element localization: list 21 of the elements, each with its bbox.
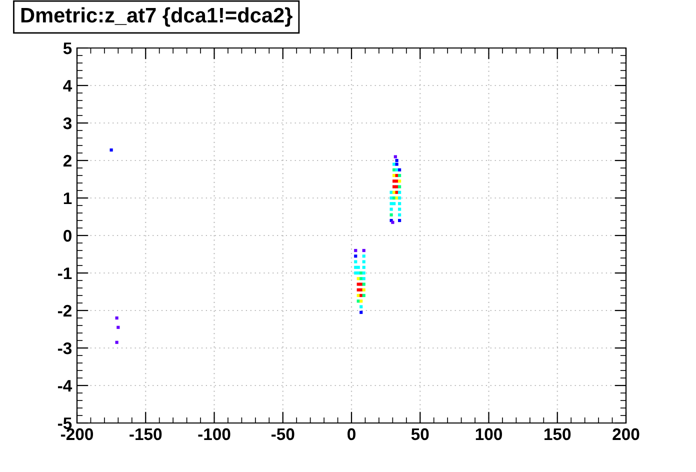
y-tick-label: -1 bbox=[58, 268, 72, 280]
y-tick-label: -4 bbox=[58, 380, 72, 392]
chart-title: Dmetric:z_at7 {dca1!=dca2} bbox=[21, 7, 292, 27]
x-tick-label: -200 bbox=[60, 428, 93, 440]
y-tick-label: 2 bbox=[63, 154, 72, 167]
x-tick-label: -50 bbox=[271, 428, 294, 440]
x-tick-label: 150 bbox=[544, 428, 571, 440]
y-tick-label: 5 bbox=[63, 42, 72, 54]
x-tick-label: 100 bbox=[476, 428, 502, 440]
x-tick-label: 0 bbox=[348, 428, 356, 440]
y-tick-label: -3 bbox=[58, 342, 72, 354]
y-tick-label: -2 bbox=[58, 304, 72, 317]
x-tick-label: -150 bbox=[130, 428, 162, 440]
y-tick-label: 0 bbox=[64, 230, 72, 242]
y-tick-label: 1 bbox=[64, 192, 72, 204]
x-tick-label: -100 bbox=[198, 428, 230, 440]
y-tick-label: 3 bbox=[63, 117, 72, 130]
x-tick-label: 200 bbox=[612, 428, 640, 440]
y-tick-label: -5 bbox=[58, 418, 72, 430]
y-tick-label: 4 bbox=[63, 80, 72, 92]
x-tick-label: 50 bbox=[411, 428, 429, 440]
